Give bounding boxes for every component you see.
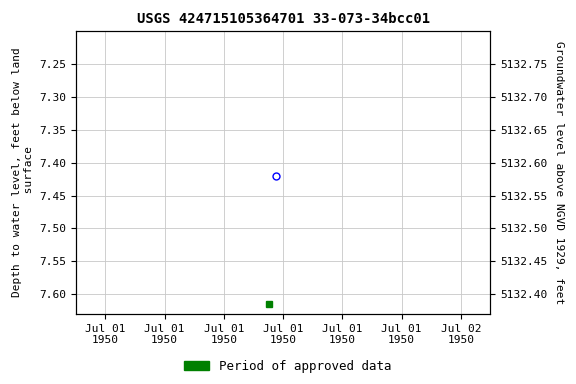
Title: USGS 424715105364701 33-073-34bcc01: USGS 424715105364701 33-073-34bcc01 <box>137 12 430 26</box>
Y-axis label: Groundwater level above NGVD 1929, feet: Groundwater level above NGVD 1929, feet <box>554 41 564 304</box>
Legend: Period of approved data: Period of approved data <box>179 355 397 378</box>
Y-axis label: Depth to water level, feet below land
 surface: Depth to water level, feet below land su… <box>12 48 33 298</box>
